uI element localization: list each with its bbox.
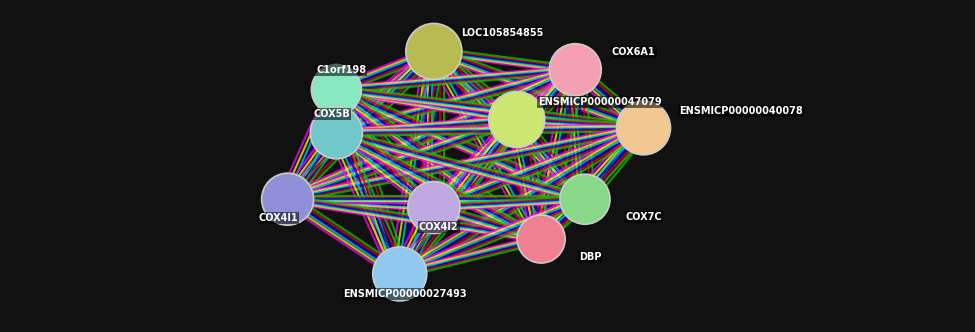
Text: COX6A1: COX6A1 (612, 47, 655, 57)
Ellipse shape (406, 24, 462, 79)
Ellipse shape (560, 174, 610, 224)
Ellipse shape (549, 44, 602, 96)
Text: COX4I2: COX4I2 (419, 222, 458, 232)
Text: C1orf198: C1orf198 (316, 65, 367, 75)
Ellipse shape (488, 92, 545, 147)
Text: DBP: DBP (578, 252, 602, 262)
Ellipse shape (261, 173, 314, 225)
Ellipse shape (408, 182, 460, 233)
Ellipse shape (311, 65, 362, 115)
Ellipse shape (517, 215, 565, 263)
Text: COX7C: COX7C (625, 212, 662, 222)
Ellipse shape (310, 107, 363, 159)
Text: ENSMICP00000047079: ENSMICP00000047079 (538, 97, 661, 107)
Text: ENSMICP00000027493: ENSMICP00000027493 (343, 289, 466, 299)
Text: COX5B: COX5B (313, 109, 350, 119)
Ellipse shape (616, 101, 671, 155)
Text: COX4I1: COX4I1 (258, 213, 297, 223)
Text: ENSMICP00000040078: ENSMICP00000040078 (680, 106, 802, 116)
Text: LOC105854855: LOC105854855 (461, 28, 543, 38)
Ellipse shape (372, 247, 427, 301)
